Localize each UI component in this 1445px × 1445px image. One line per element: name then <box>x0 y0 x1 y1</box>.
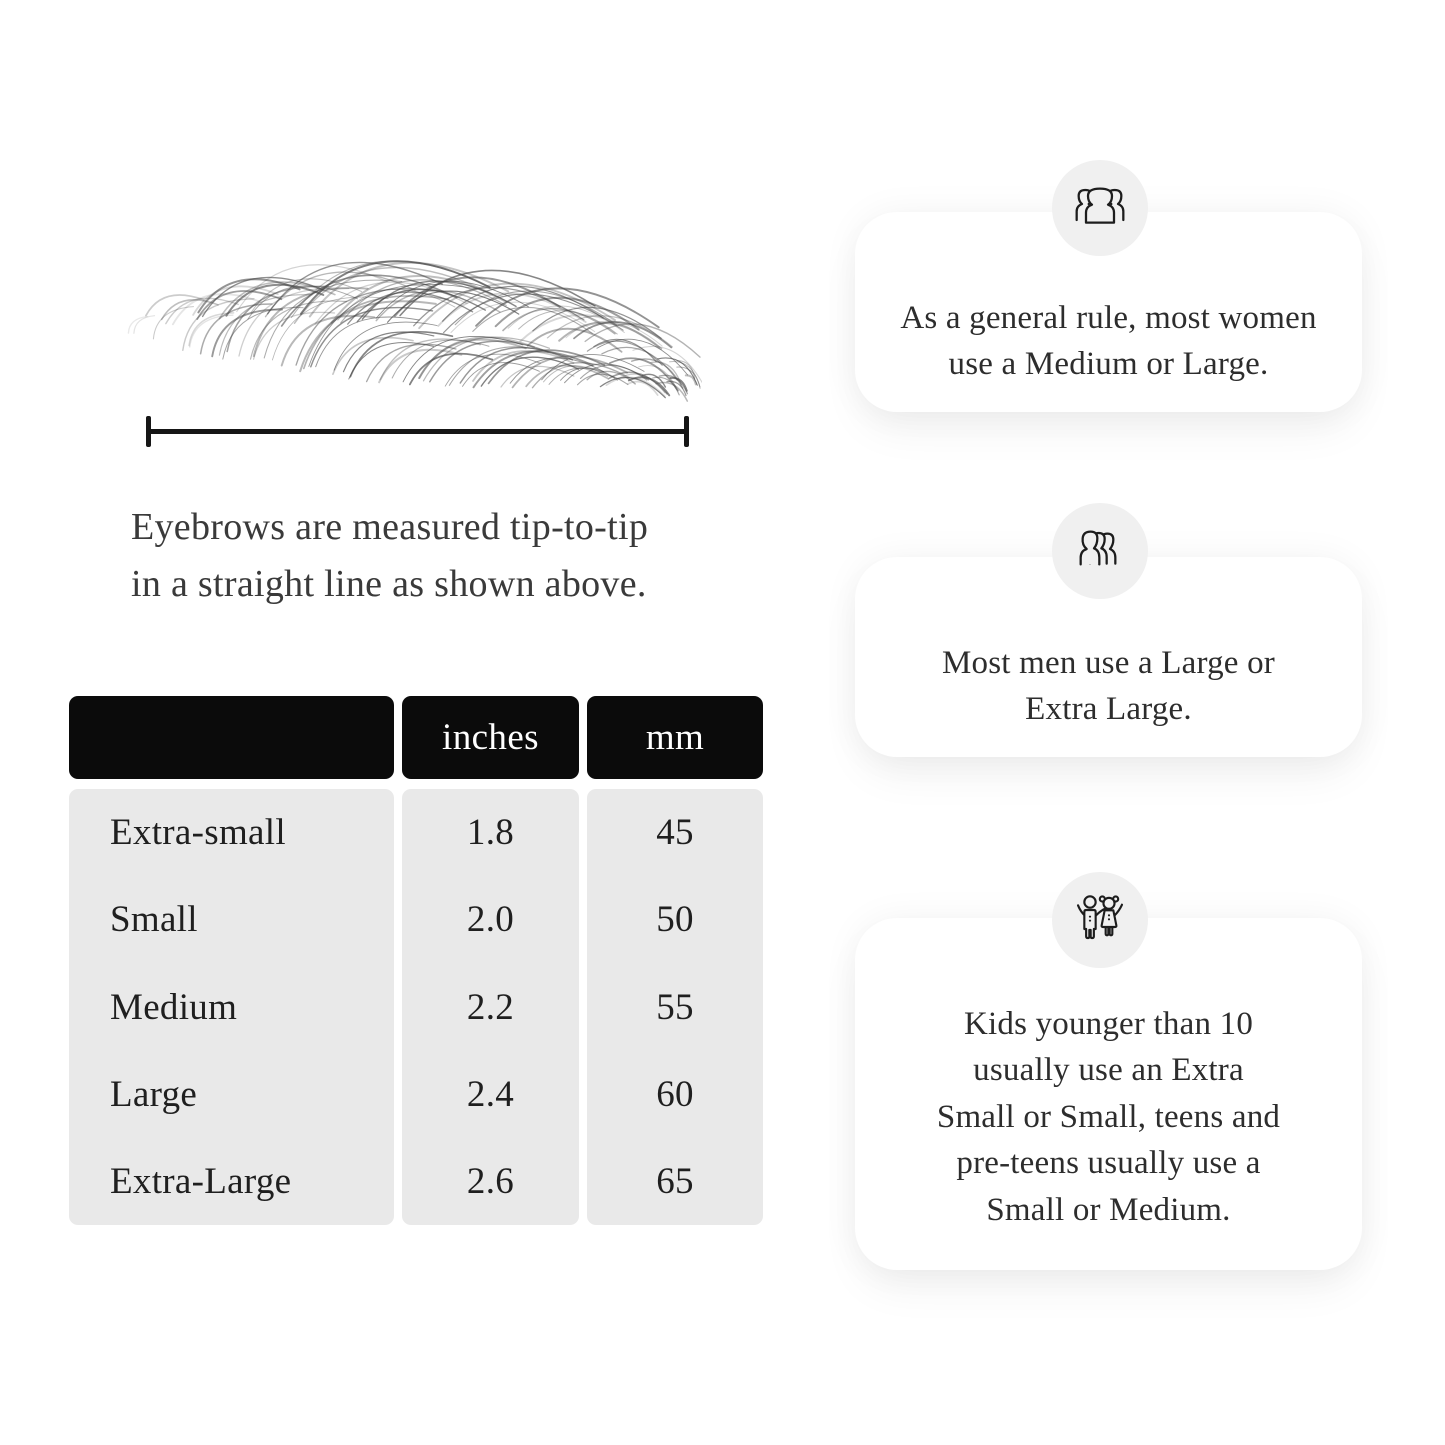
inches-value-cell: 2.6 <box>466 1160 515 1202</box>
card-text-line: Kids younger than 10 <box>963 1005 1254 1042</box>
mm-value-cell: 60 <box>656 1073 694 1115</box>
size-label-cell: Small <box>110 899 198 941</box>
inches-value-cell: 2.4 <box>466 1073 515 1115</box>
inches-value-cell: 1.8 <box>466 812 515 854</box>
mm-column: 45 50 55 60 65 <box>587 789 763 1225</box>
mm-value-cell: 50 <box>656 899 694 941</box>
men-group-icon <box>1079 530 1117 566</box>
card-icon-circle <box>1052 872 1148 968</box>
figure-caption: Eyebrows are measured tip-to-tip in a st… <box>131 499 648 613</box>
caption-line-2: in a straight line as shown above. <box>131 563 647 605</box>
card-text-line: usually use an Extra <box>973 1052 1244 1089</box>
card-icon-circle <box>1052 160 1148 256</box>
card-icon-circle <box>1052 503 1148 599</box>
size-label-cell: Extra-Large <box>110 1160 292 1202</box>
mm-value-cell: 45 <box>656 812 694 854</box>
size-label-cell: Medium <box>110 986 238 1028</box>
card-text-line: use a Medium or Large. <box>948 346 1269 382</box>
card-text-line: Small or Medium. <box>986 1191 1231 1228</box>
card-text-line: pre-teens usually use a <box>956 1145 1261 1182</box>
info-card-kids: Kids younger than 10 usually use an Extr… <box>855 918 1362 1270</box>
inches-value-cell: 2.0 <box>466 899 515 941</box>
women-group-icon <box>1075 187 1125 224</box>
inches-value-cell: 2.2 <box>466 986 515 1028</box>
ruler-tick-left <box>146 416 151 447</box>
header-cell-size <box>69 696 394 779</box>
mm-value-cell: 55 <box>656 986 694 1028</box>
card-text-line: Extra Large. <box>1025 691 1192 727</box>
card-text-line: Small or Small, teens and <box>936 1098 1281 1135</box>
ruler-tick-right <box>684 416 689 447</box>
inches-column: 1.8 2.0 2.2 2.4 2.6 <box>402 789 579 1225</box>
header-cell-inches: inches <box>402 696 579 779</box>
card-text-line: Most men use a Large or <box>942 644 1275 681</box>
size-label-cell: Extra-small <box>110 812 286 854</box>
header-cell-mm: mm <box>587 696 763 779</box>
mm-value-cell: 65 <box>656 1160 694 1202</box>
measurement-ruler <box>148 429 689 434</box>
size-label-column: Extra-small Small Medium Large Extra-Lar… <box>69 789 394 1225</box>
caption-line-1: Eyebrows are measured tip-to-tip <box>131 506 649 548</box>
card-text-line: As a general rule, most women <box>900 299 1317 336</box>
size-label-cell: Large <box>110 1073 198 1115</box>
kids-icon <box>1076 895 1124 940</box>
eyebrow-illustration <box>127 260 702 402</box>
